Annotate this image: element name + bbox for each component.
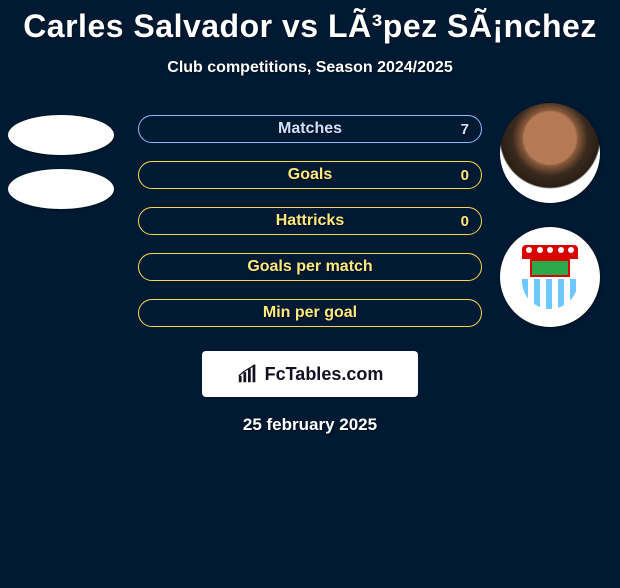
- stat-bar: Min per goal: [138, 299, 482, 327]
- page-subtitle: Club competitions, Season 2024/2025: [0, 59, 620, 77]
- chart-icon: [237, 363, 259, 385]
- player-right-avatar: [500, 103, 600, 203]
- player-left-avatar: [8, 115, 114, 155]
- logo-text: FcTables.com: [265, 364, 384, 385]
- stat-right-value: 7: [461, 121, 469, 138]
- stat-right-value: 0: [461, 213, 469, 230]
- stats-zone: Matches 7 Goals 0 Hattricks 0 Goals per …: [0, 115, 620, 345]
- club-right-crest: [500, 227, 600, 327]
- site-logo: FcTables.com: [202, 351, 418, 397]
- club-left-crest: [8, 169, 114, 209]
- stat-bar: Matches 7: [138, 115, 482, 143]
- stat-label: Goals: [288, 166, 332, 184]
- page-title: Carles Salvador vs LÃ³pez SÃ¡nchez: [0, 8, 620, 45]
- date-label: 25 february 2025: [0, 415, 620, 435]
- stat-label: Matches: [278, 120, 342, 138]
- stat-bar: Goals 0: [138, 161, 482, 189]
- stat-bar: Hattricks 0: [138, 207, 482, 235]
- stat-label: Goals per match: [247, 258, 372, 276]
- stat-right-value: 0: [461, 167, 469, 184]
- stat-label: Min per goal: [263, 304, 357, 322]
- stat-bars: Matches 7 Goals 0 Hattricks 0 Goals per …: [138, 115, 482, 345]
- crest-graphic: [522, 245, 578, 309]
- stat-bar: Goals per match: [138, 253, 482, 281]
- stat-label: Hattricks: [276, 212, 344, 230]
